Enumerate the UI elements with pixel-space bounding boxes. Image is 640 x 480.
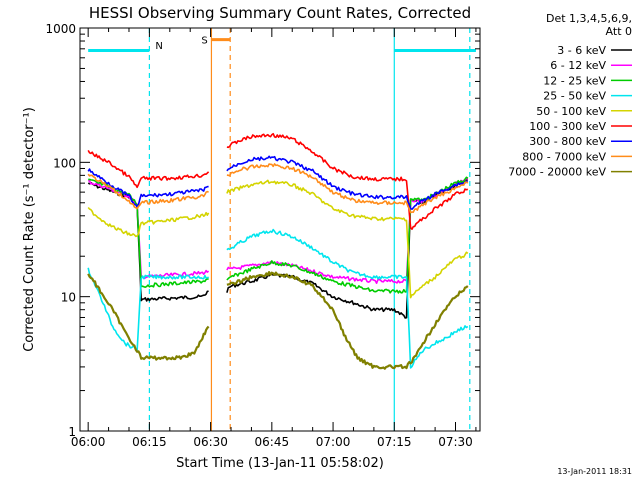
footer-timestamp: 13-Jan-2011 18:31: [557, 467, 632, 476]
series-line: [226, 228, 469, 369]
y-tick-label: 1000: [45, 22, 76, 36]
legend-title: Det 1,3,4,5,6,9,: [546, 12, 632, 25]
x-tick-label: 06:15: [132, 435, 167, 449]
x-tick-label: 06:30: [193, 435, 228, 449]
plot-frame: [79, 27, 481, 432]
x-tick-label: 07:00: [316, 435, 351, 449]
legend-entry-label: 3 - 6 keV: [557, 44, 606, 57]
x-tick-label: 07:15: [377, 435, 412, 449]
series-line: [87, 206, 210, 238]
y-tick-label: 1: [68, 425, 76, 439]
attenuator-bar-label: S: [201, 36, 207, 47]
chart-title: HESSI Observing Summary Count Rates, Cor…: [89, 4, 471, 22]
legend-entry-label: 300 - 800 keV: [529, 135, 606, 148]
y-axis-label: Corrected Count Rate (s⁻¹ detector⁻¹): [22, 107, 37, 352]
legend-entry-label: 6 - 12 keV: [550, 59, 606, 72]
legend-entry-label: 800 - 7000 keV: [522, 150, 606, 163]
series-line: [87, 173, 209, 210]
legend-entry-label: 25 - 50 keV: [543, 90, 606, 103]
series-line: [87, 267, 210, 352]
series-line: [226, 271, 469, 370]
y-tick-label: 10: [61, 291, 76, 305]
region-marker-label: N: [155, 41, 162, 52]
y-tick-label: 100: [53, 156, 76, 170]
x-tick-label: 06:00: [71, 435, 106, 449]
legend-entry-label: 7000 - 20000 keV: [508, 166, 606, 179]
legend-title: Att 0: [606, 25, 632, 38]
x-axis-label: Start Time (13-Jan-11 05:58:02): [176, 456, 384, 471]
legend-entry-label: 50 - 100 keV: [536, 105, 606, 118]
series-line: [87, 150, 210, 189]
series-line: [87, 168, 209, 208]
x-tick-label: 06:45: [255, 435, 290, 449]
series-line: [87, 181, 209, 302]
series-line: [226, 179, 469, 299]
series-line: [87, 273, 210, 361]
x-tick-label: 07:30: [438, 435, 473, 449]
series-line: [226, 163, 469, 214]
series-line: [226, 132, 469, 230]
legend-entry-label: 100 - 300 keV: [529, 120, 606, 133]
legend-entry-label: 12 - 25 keV: [543, 74, 606, 87]
series-line: [226, 155, 468, 210]
